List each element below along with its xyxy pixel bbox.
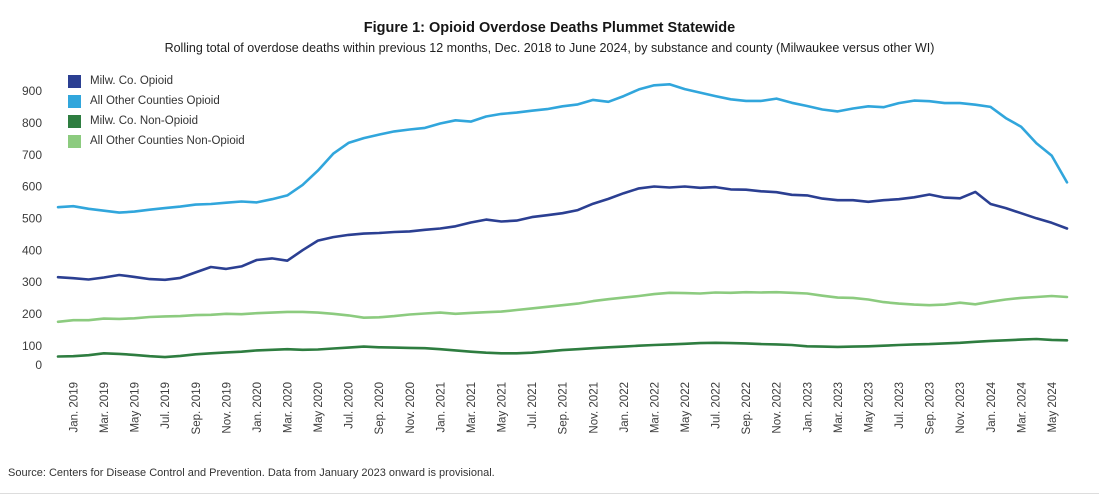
- x-tick-label: Jan. 2019: [68, 382, 80, 433]
- legend-swatch-other-nonopioid-icon: [68, 134, 81, 148]
- x-tick-label: May 2022: [680, 382, 692, 433]
- x-tick-label: Jan. 2020: [252, 382, 264, 433]
- legend-label: All Other Counties Opioid: [90, 95, 220, 107]
- x-tick-label: Jul. 2019: [160, 382, 172, 429]
- legend-label: Milw. Co. Opioid: [90, 75, 174, 87]
- x-tick-label: Jul. 2022: [711, 382, 723, 429]
- legend-label: All Other Counties Non-Opioid: [90, 135, 245, 147]
- series-line-all-other-counties-opioid: [56, 83, 1069, 214]
- x-tick-label: Jul. 2020: [344, 382, 356, 429]
- x-tick-label: Mar. 2024: [1016, 381, 1028, 433]
- x-tick-label: Jan. 2024: [986, 381, 998, 432]
- y-tick-label: 200: [22, 307, 42, 321]
- x-tick-label: May 2020: [313, 382, 325, 433]
- x-tick-label: Jan. 2021: [435, 382, 447, 433]
- y-tick-label: 500: [22, 212, 42, 226]
- x-tick-label: May 2019: [130, 382, 142, 433]
- x-tick-label: Sep. 2022: [741, 382, 753, 434]
- source-note: Source: Centers for Disease Control and …: [8, 467, 495, 479]
- x-tick-label: Mar. 2022: [649, 382, 661, 433]
- legend-item-other-opioid: All Other Counties Opioid: [68, 91, 245, 111]
- y-tick-label: 800: [22, 116, 42, 130]
- x-tick-label: Mar. 2021: [466, 382, 478, 433]
- x-tick-label: Nov. 2022: [772, 382, 784, 434]
- x-tick-label: Jan. 2022: [619, 382, 631, 433]
- x-tick-label: May 2023: [863, 382, 875, 433]
- x-tick-label: Nov. 2023: [955, 382, 967, 434]
- x-tick-label: Nov. 2020: [405, 382, 417, 434]
- x-tick-label: Sep. 2019: [191, 382, 203, 434]
- y-tick-label: 0: [35, 358, 42, 372]
- x-tick-label: May 2024: [1047, 381, 1059, 432]
- chart-title: Figure 1: Opioid Overdose Deaths Plummet…: [363, 20, 736, 36]
- x-tick-label: Mar. 2023: [833, 382, 845, 433]
- legend-swatch-milw-opioid-icon: [68, 74, 81, 88]
- bottom-divider: [0, 493, 1099, 494]
- chart-subtitle: Rolling total of overdose deaths within …: [164, 41, 935, 55]
- y-tick-label: 300: [22, 275, 42, 289]
- x-tick-label: Mar. 2020: [283, 382, 295, 433]
- series-line-milw-co-opioid: [56, 185, 1069, 282]
- y-tick-label: 900: [22, 84, 42, 98]
- x-tick-label: Jan. 2023: [802, 382, 814, 433]
- x-tick-label: Sep. 2021: [558, 382, 570, 434]
- y-tick-label: 700: [22, 148, 42, 162]
- legend-swatch-milw-nonopioid-icon: [68, 114, 81, 128]
- x-tick-label: Sep. 2023: [925, 382, 937, 434]
- legend-item-milw-nonopioid: Milw. Co. Non-Opioid: [68, 111, 245, 131]
- legend-item-other-nonopioid: All Other Counties Non-Opioid: [68, 131, 245, 151]
- x-tick-label: Jul. 2021: [527, 382, 539, 429]
- x-tick-label: Sep. 2020: [374, 382, 386, 434]
- chart-legend: Milw. Co. Opioid All Other Counties Opio…: [68, 71, 245, 151]
- y-tick-label: 400: [22, 243, 42, 257]
- y-tick-label: 100: [22, 339, 42, 353]
- legend-label: Milw. Co. Non-Opioid: [90, 115, 199, 127]
- series-line-all-other-counties-non-opioid: [56, 290, 1069, 324]
- x-tick-label: Jul. 2023: [894, 382, 906, 429]
- x-tick-label: Nov. 2021: [588, 382, 600, 434]
- y-tick-label: 600: [22, 180, 42, 194]
- x-tick-label: May 2021: [497, 382, 509, 433]
- legend-swatch-other-opioid-icon: [68, 94, 81, 108]
- x-tick-label: Nov. 2019: [221, 382, 233, 434]
- x-tick-label: Mar. 2019: [99, 382, 111, 433]
- series-line-milw-co-non-opioid: [56, 337, 1069, 359]
- legend-item-milw-opioid: Milw. Co. Opioid: [68, 71, 245, 91]
